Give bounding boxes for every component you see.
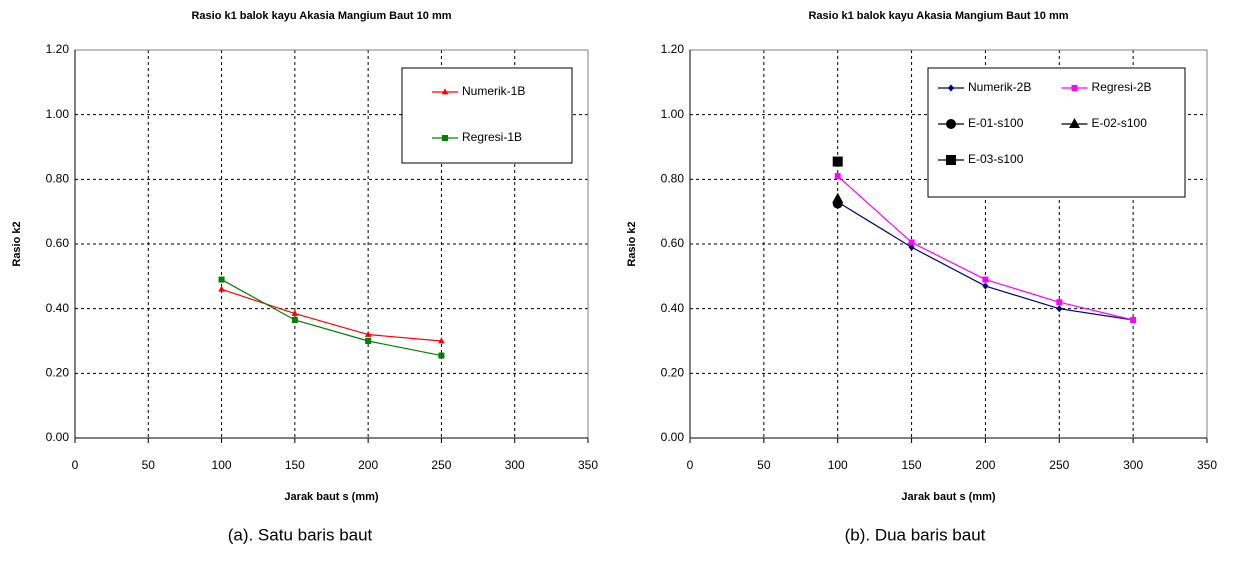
marker (832, 156, 843, 167)
x-tick-label: 250 (1049, 458, 1069, 472)
marker (1069, 118, 1080, 128)
x-tick-label: 300 (505, 458, 525, 472)
x-tick-label: 100 (212, 458, 232, 472)
legend-box (401, 67, 573, 164)
x-tick-label: 350 (578, 458, 598, 472)
legend-label: Regresi-2B (1092, 80, 1152, 94)
marker (442, 135, 448, 141)
x-tick-label: 50 (142, 458, 156, 472)
legend-label: E-01-s100 (968, 116, 1024, 130)
y-tick-label: 0.00 (46, 430, 70, 444)
y-tick-label: 0.20 (661, 366, 685, 380)
legend-label: Numerik-1B (462, 84, 525, 98)
y-tick-label: 1.20 (661, 42, 685, 56)
marker (1071, 85, 1078, 91)
legend-box (927, 67, 1186, 198)
marker (908, 243, 915, 251)
x-tick-label: 300 (1123, 458, 1143, 472)
marker (441, 88, 449, 95)
caption: (a). Satu baris baut (228, 525, 373, 544)
marker (832, 192, 844, 203)
x-tick-label: 350 (1197, 458, 1217, 472)
y-tick-label: 0.60 (46, 236, 70, 250)
x-tick-label: 150 (285, 458, 305, 472)
x-tick-label: 200 (975, 458, 995, 472)
marker (218, 285, 225, 292)
marker (1056, 299, 1063, 306)
marker (218, 276, 225, 283)
marker (834, 173, 841, 180)
series-line (221, 279, 442, 357)
chart-title: Rasio k1 balok kayu Akasia Mangium Baut … (808, 10, 1068, 22)
marker (982, 282, 989, 290)
y-tick-label: 1.00 (661, 107, 685, 121)
marker (438, 352, 445, 359)
x-axis-label: Jarak baut s (mm) (901, 491, 995, 503)
marker (291, 309, 299, 316)
y-tick-label: 0.40 (661, 301, 685, 315)
caption: (b). Dua baris baut (845, 525, 986, 544)
legend-label: Numerik-2B (968, 80, 1031, 94)
x-tick-label: 100 (828, 458, 848, 472)
marker (1130, 316, 1137, 323)
marker (982, 276, 989, 283)
x-tick-label: 250 (431, 458, 451, 472)
legend-label: E-02-s100 (1092, 116, 1148, 130)
legend-label: E-03-s100 (968, 152, 1024, 166)
y-axis-label: Rasio k2 (11, 221, 23, 266)
x-tick-label: 0 (687, 458, 694, 472)
x-tick-label: 50 (757, 458, 771, 472)
y-tick-label: 1.20 (46, 42, 70, 56)
x-axis-label: Jarak baut s (mm) (284, 491, 378, 503)
marker (364, 330, 372, 337)
marker (908, 239, 915, 246)
y-tick-label: 0.60 (661, 236, 685, 250)
y-tick-label: 0.80 (46, 172, 70, 186)
y-axis-label: Rasio k2 (626, 221, 638, 266)
marker (1056, 305, 1063, 313)
marker (946, 119, 956, 129)
marker (365, 338, 372, 344)
chart-title: Rasio k1 balok kayu Akasia Mangium Baut … (191, 10, 451, 22)
y-tick-label: 0.40 (46, 301, 70, 315)
y-tick-label: 1.00 (46, 107, 70, 121)
y-tick-label: 0.00 (661, 430, 685, 444)
marker (946, 155, 956, 165)
marker (438, 337, 445, 344)
x-tick-label: 200 (358, 458, 378, 472)
x-tick-label: 0 (72, 458, 79, 472)
x-tick-label: 150 (902, 458, 922, 472)
marker (948, 84, 954, 92)
legend-label: Regresi-1B (462, 130, 522, 144)
y-tick-label: 0.80 (661, 172, 685, 186)
series-line (221, 288, 442, 342)
y-tick-label: 0.20 (46, 366, 70, 380)
marker (291, 316, 298, 323)
